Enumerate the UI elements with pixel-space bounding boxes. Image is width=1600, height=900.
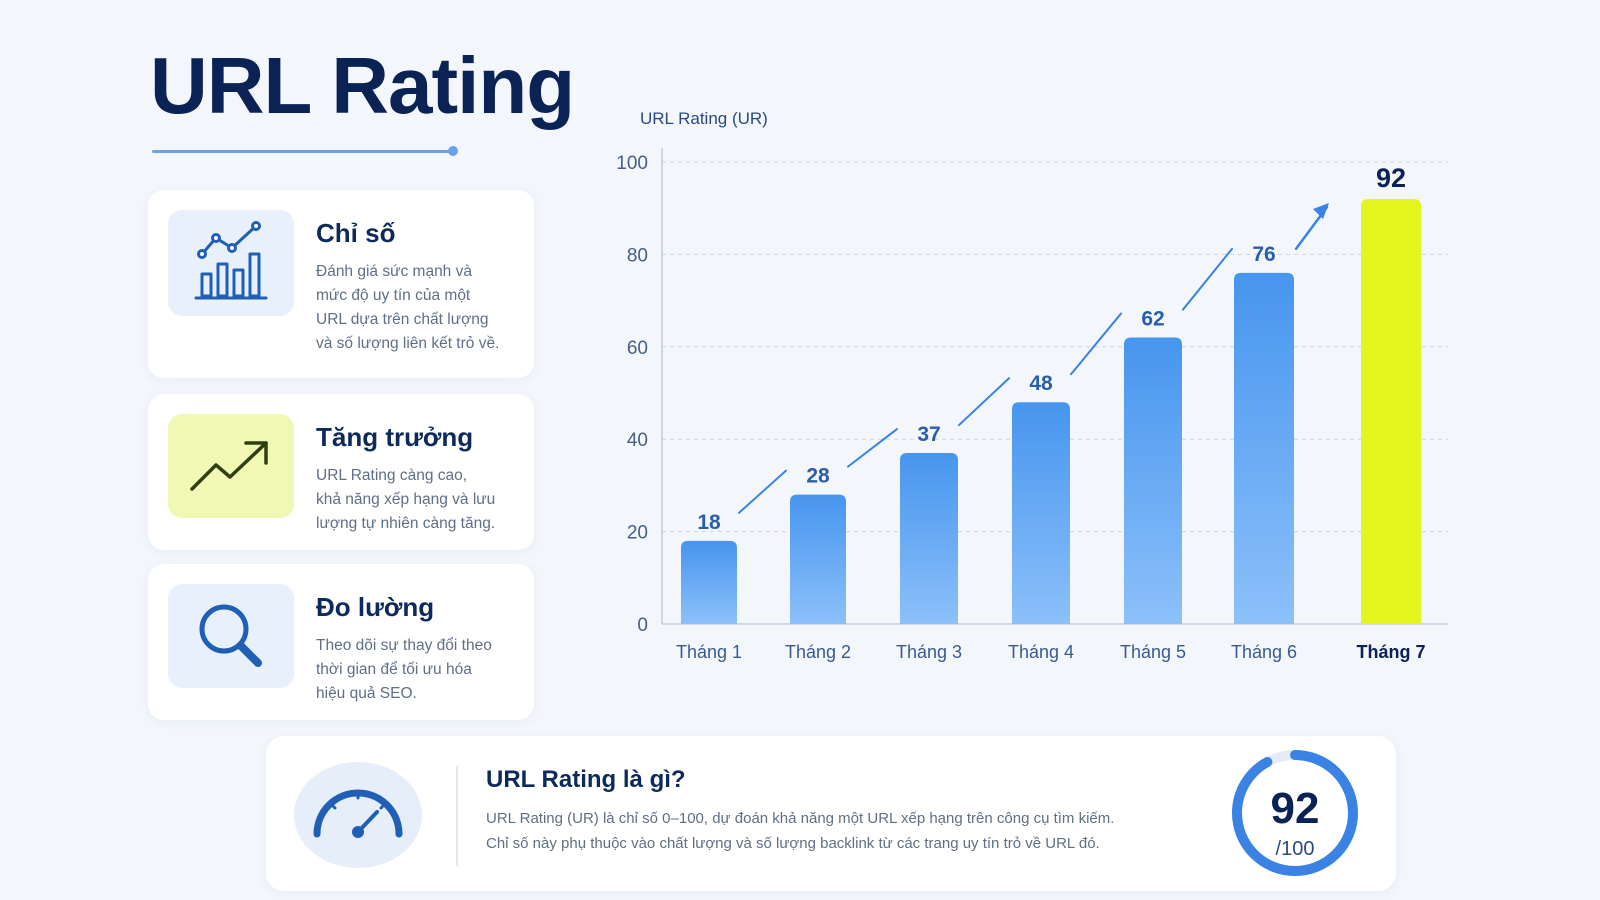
- bar: [1234, 272, 1294, 624]
- y-axis-title: URL Rating (UR): [640, 109, 768, 128]
- card-description: Theo dõi sự thay đổi theo thời gian để t…: [316, 634, 516, 706]
- data-label: 62: [1141, 308, 1164, 331]
- x-tick-label: Tháng 1: [676, 642, 742, 662]
- x-tick-label: Tháng 7: [1356, 642, 1425, 662]
- x-tick-label: Tháng 2: [785, 642, 851, 662]
- trend-arrow-head-icon: [1313, 202, 1329, 219]
- trend-line: [1182, 247, 1233, 311]
- url-rating-bar-chart: URL Rating (UR) 0 20 40 60 80 100 18 Tháng 1 28 Th…: [616, 109, 1448, 662]
- score-progress-arc: [1232, 750, 1358, 876]
- bar-line-chart-icon: [168, 210, 294, 316]
- card-description-line: Theo dõi sự thay đổi theo: [316, 637, 492, 654]
- card-description-line: khả năng xếp hạng và lưu: [316, 491, 496, 508]
- trend-line: [1070, 312, 1122, 376]
- bar: [900, 453, 958, 624]
- card-description-line: và số lượng liên kết trỏ về.: [316, 335, 500, 352]
- card-title: Đo lường: [316, 592, 435, 622]
- summary-card: URL Rating là gì? URL Rating (UR) là chỉ…: [266, 736, 1396, 891]
- summary-divider: [456, 766, 458, 866]
- title-underline-dot: [448, 146, 458, 156]
- card-title: Tăng trưởng: [316, 422, 474, 452]
- card-description-line: hiệu quả SEO.: [316, 685, 417, 702]
- summary-line: Chỉ số này phụ thuộc vào chất lượng và s…: [486, 835, 1100, 852]
- info-card-measure: Đo lường Theo dõi sự thay đổi theo thời …: [148, 564, 534, 720]
- card-description-line: mức độ uy tín của một: [316, 287, 471, 304]
- bar: [1124, 337, 1182, 624]
- magnifier-icon: [168, 584, 294, 688]
- data-label: 48: [1029, 372, 1053, 395]
- score-value: 92: [1270, 784, 1320, 833]
- bar: [681, 540, 737, 624]
- y-tick-label: 100: [616, 153, 648, 174]
- score-max: /100: [1275, 838, 1315, 860]
- info-card-growth: Tăng trưởng URL Rating càng cao, khả năn…: [148, 394, 534, 550]
- y-tick-label: 20: [627, 523, 648, 544]
- card-description-line: thời gian để tối ưu hóa: [316, 661, 472, 678]
- score-ring: [1232, 750, 1358, 876]
- x-tick-label: Tháng 6: [1231, 642, 1297, 662]
- page-title: URL Rating: [150, 41, 575, 130]
- y-tick-label: 0: [637, 615, 648, 636]
- speedometer-icon: [294, 762, 422, 868]
- y-tick-label: 40: [627, 430, 648, 451]
- card-description-line: URL Rating càng cao,: [316, 467, 468, 484]
- bar: [790, 494, 846, 624]
- card-description: URL Rating càng cao, khả năng xếp hạng v…: [316, 464, 516, 536]
- trend-line: [847, 428, 898, 468]
- x-tick-label: Tháng 3: [896, 642, 962, 662]
- bar: [1012, 402, 1070, 624]
- info-card-index: Chỉ số Đánh giá sức mạnh và mức độ uy tí…: [148, 190, 534, 378]
- bar: [1361, 198, 1421, 624]
- summary-title: URL Rating là gì?: [486, 766, 686, 793]
- summary-line: URL Rating (UR) là chỉ số 0–100, dự đoán…: [486, 810, 1115, 827]
- trend-line: [958, 377, 1010, 427]
- trend-up-arrow-icon: [168, 414, 294, 518]
- title-underline: [152, 150, 454, 153]
- card-description: Đánh giá sức mạnh và mức độ uy tín của m…: [316, 260, 516, 356]
- data-label: 76: [1252, 243, 1275, 266]
- card-description-line: Đánh giá sức mạnh và: [316, 263, 472, 280]
- card-description-line: lượng tự nhiên càng tăng.: [316, 515, 496, 532]
- y-tick-label: 60: [627, 338, 648, 359]
- data-label: 92: [1376, 163, 1406, 193]
- data-label: 18: [697, 511, 721, 534]
- y-tick-label: 80: [627, 245, 648, 266]
- x-tick-label: Tháng 4: [1008, 642, 1074, 662]
- summary-description: URL Rating (UR) là chỉ số 0–100, dự đoán…: [486, 806, 1206, 856]
- card-description-line: URL dựa trên chất lượng: [316, 311, 489, 328]
- data-label: 28: [806, 465, 830, 488]
- x-tick-label: Tháng 5: [1120, 642, 1186, 662]
- trend-line: [738, 469, 787, 514]
- data-label: 37: [917, 423, 940, 446]
- card-title: Chỉ số: [316, 218, 396, 248]
